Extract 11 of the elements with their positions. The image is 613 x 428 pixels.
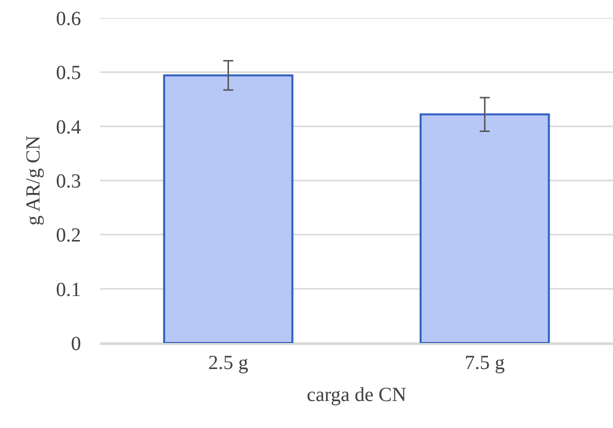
y-tick-label: 0.3 <box>56 170 81 192</box>
y-tick-label: 0.6 <box>56 8 81 30</box>
y-tick-label: 0.5 <box>56 62 81 84</box>
y-tick-label: 0.1 <box>56 278 81 301</box>
x-tick-label: 7.5 g <box>464 352 505 374</box>
x-axis-title: carga de CN <box>306 384 406 406</box>
y-tick-label: 0 <box>71 333 81 355</box>
y-tick-label: 0.4 <box>56 116 81 138</box>
y-tick-label: 0.2 <box>56 224 81 247</box>
x-tick-label: 2.5 g <box>208 352 248 374</box>
y-axis-title: g AR/g CN <box>22 135 44 226</box>
